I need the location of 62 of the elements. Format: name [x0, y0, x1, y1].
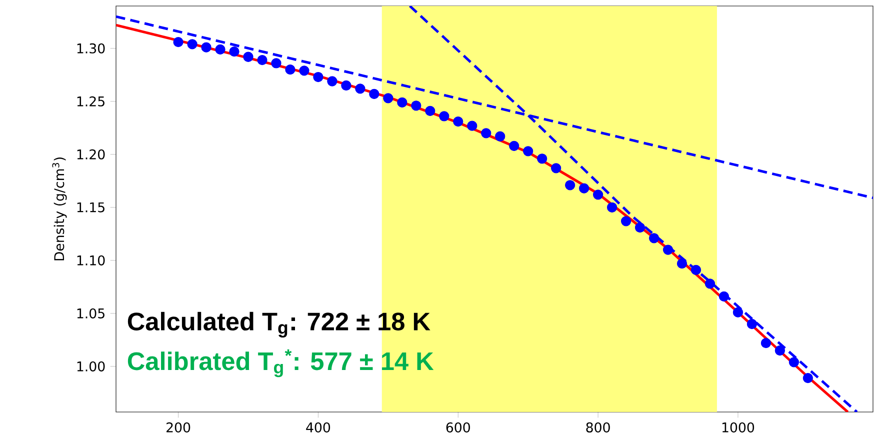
point [243, 52, 254, 62]
y-tick-label: 1.10 [77, 255, 105, 266]
point [425, 106, 436, 116]
point [229, 46, 240, 57]
point [774, 345, 786, 356]
point [606, 202, 618, 212]
x-tick-label: 600 [446, 422, 470, 432]
point [634, 222, 646, 233]
point [257, 54, 268, 66]
y-tick-label: 1.15 [77, 202, 104, 212]
y-tick-label: 1.25 [77, 96, 104, 106]
point [509, 140, 520, 151]
point [355, 84, 366, 94]
point [453, 116, 464, 127]
point [732, 307, 744, 318]
point [578, 183, 590, 194]
point [481, 128, 492, 138]
y-tick-label: 1.30 [77, 43, 105, 54]
point [383, 93, 394, 104]
point [676, 258, 688, 269]
y-axis-title: Density (g/cm$^{3}$) [52, 158, 67, 260]
point [187, 39, 198, 50]
annotation: Calibrated T$_{g}$$^{*}$: 577 ± 14 K [128, 349, 434, 378]
point [662, 244, 674, 255]
line-series [116, 24, 850, 412]
point [788, 357, 800, 368]
point [201, 42, 212, 52]
point [467, 120, 478, 131]
x-tick-label: 400 [306, 422, 330, 432]
point [327, 76, 338, 86]
point [341, 80, 352, 91]
y-tick-label: 1.20 [77, 149, 105, 160]
point [592, 190, 604, 200]
point [299, 66, 310, 76]
point [690, 264, 702, 276]
point [215, 44, 226, 55]
point [173, 36, 184, 48]
point [537, 154, 548, 164]
y-tick-label: 1.05 [77, 308, 104, 318]
y-tick-label: 1.00 [77, 361, 105, 372]
x-tick-label: 1000 [722, 422, 754, 432]
point [760, 338, 772, 348]
point [704, 278, 716, 289]
point [564, 180, 576, 190]
point [620, 216, 632, 226]
point [285, 64, 296, 75]
x-tick-label: 800 [586, 422, 610, 432]
point [369, 88, 380, 100]
point [313, 72, 324, 82]
point [397, 97, 408, 108]
x-tick-label: 200 [166, 422, 190, 432]
point [550, 163, 562, 174]
annotation: Calculated T$_{g}$: 722 ± 18 K [128, 312, 430, 338]
point [746, 318, 758, 330]
point [802, 372, 813, 384]
point [648, 233, 660, 244]
point [523, 146, 534, 156]
point [718, 291, 730, 302]
point [495, 131, 506, 142]
point [411, 100, 422, 111]
point [271, 58, 282, 68]
point [439, 111, 450, 122]
